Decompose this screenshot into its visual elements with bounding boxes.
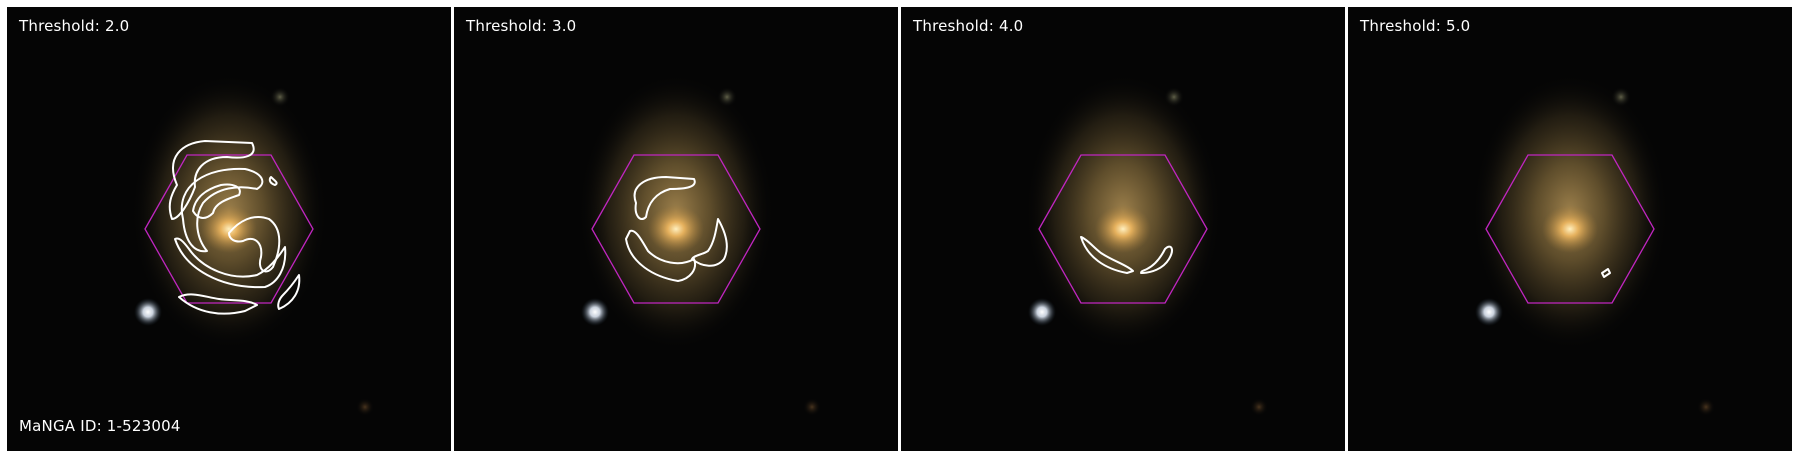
galaxy-core [648, 205, 704, 253]
faint-star [717, 87, 737, 107]
threshold-label: Threshold: 3.0 [466, 17, 577, 35]
contour-line [625, 229, 696, 282]
threshold-label: Threshold: 2.0 [19, 17, 130, 35]
faint-star [1611, 87, 1631, 107]
faint-star [1164, 87, 1184, 107]
contour-line [180, 167, 264, 253]
contour-line [178, 293, 258, 315]
galaxy-core [201, 205, 257, 253]
foreground-star [1028, 298, 1056, 326]
contour-line [1080, 236, 1134, 274]
contour-group [1080, 236, 1173, 274]
ifu-hexagon [591, 154, 761, 304]
contour-line [1601, 268, 1611, 278]
contour-line [192, 183, 241, 219]
contour-group [625, 176, 728, 282]
galaxy-core [1095, 205, 1151, 253]
contour-line [174, 237, 287, 289]
faint-star [270, 87, 290, 107]
galaxy-image-4 [1348, 7, 1792, 451]
threshold-label: Threshold: 5.0 [1360, 17, 1471, 35]
faint-star [1250, 398, 1268, 416]
manga-id-label: MaNGA ID: 1-523004 [19, 417, 181, 435]
ifu-hexagon [1485, 154, 1655, 304]
foreground-star [1475, 298, 1503, 326]
threshold-panel-1: Threshold: 2.0 MaNGA ID: 1-523004 [7, 7, 451, 451]
contour-line [168, 140, 255, 220]
faint-star [803, 398, 821, 416]
contour-line [633, 176, 696, 221]
contour-line [277, 274, 301, 310]
threshold-panel-3: Threshold: 4.0 [901, 7, 1345, 451]
threshold-label: Threshold: 4.0 [913, 17, 1024, 35]
foreground-star [581, 298, 609, 326]
contour-line [1140, 245, 1173, 274]
faint-star [1697, 398, 1715, 416]
contour-group [1601, 268, 1611, 278]
threshold-panel-4: Threshold: 5.0 [1348, 7, 1792, 451]
contour-line [691, 218, 728, 267]
contour-line [268, 176, 278, 186]
galaxy-core [1542, 205, 1598, 253]
galaxy-image-1 [7, 7, 451, 451]
threshold-panel-2: Threshold: 3.0 [454, 7, 898, 451]
contour-line [228, 215, 281, 273]
galaxy-image-2 [454, 7, 898, 451]
foreground-star [134, 298, 162, 326]
contour-group [168, 140, 301, 315]
galaxy-image-3 [901, 7, 1345, 451]
ifu-hexagon [1038, 154, 1208, 304]
faint-star [356, 398, 374, 416]
